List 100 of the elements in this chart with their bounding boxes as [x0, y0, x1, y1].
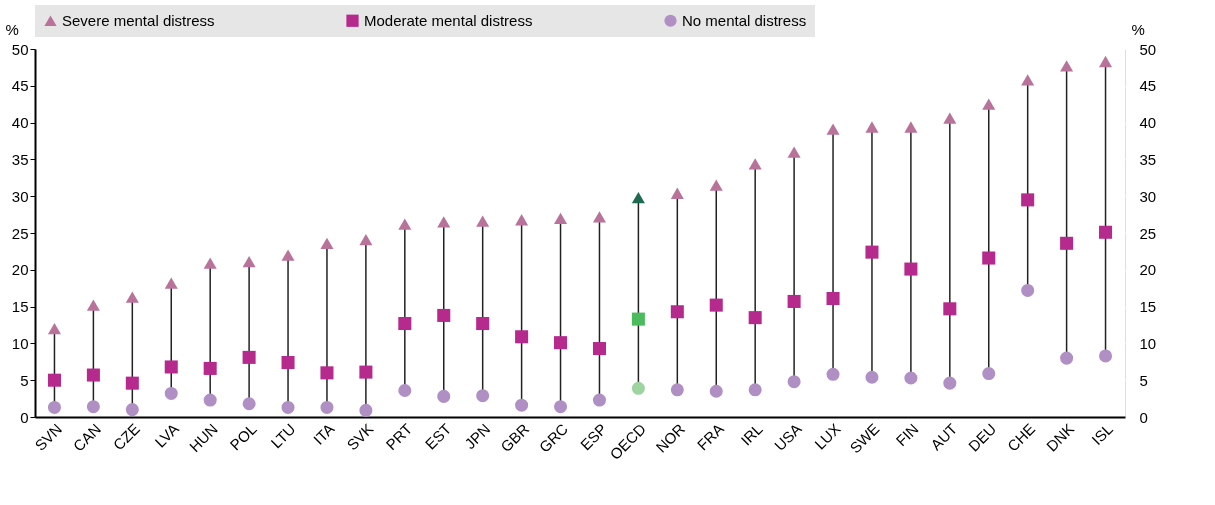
point: [437, 216, 451, 228]
point: [515, 214, 529, 226]
point: [164, 360, 178, 374]
point: [47, 373, 61, 387]
point: [865, 245, 879, 259]
point: [631, 312, 645, 326]
point: [904, 371, 918, 385]
point: [476, 215, 490, 227]
y-tick-label: 40: [11, 114, 29, 132]
y2-tick-label: 0: [1139, 408, 1148, 426]
point: [437, 308, 451, 322]
point: [437, 389, 451, 403]
point: [787, 294, 801, 308]
y2-tick-label: 40: [1139, 114, 1157, 132]
point: [320, 400, 334, 414]
y2-tick-label: 20: [1139, 261, 1157, 279]
x-tick-label: ITA: [309, 420, 338, 448]
y-tick-label: 35: [11, 150, 29, 168]
y2-tick-label: 50: [1139, 40, 1157, 58]
point: [398, 218, 412, 230]
point: [242, 397, 256, 411]
y-tick-label: 50: [11, 40, 29, 58]
x-tick-label: POL: [226, 420, 260, 454]
point: [670, 383, 684, 397]
point: [748, 311, 762, 325]
point: [47, 323, 61, 335]
legend-label: Moderate mental distress: [364, 11, 533, 29]
point: [943, 302, 957, 316]
point: [943, 376, 957, 390]
point: [670, 187, 684, 199]
point: [1099, 55, 1113, 68]
point: [943, 112, 957, 124]
point: [359, 233, 373, 246]
point: [1060, 236, 1074, 250]
x-tick-label: ISL: [1088, 420, 1117, 449]
point: [86, 299, 100, 311]
point: [1060, 351, 1074, 365]
y-tick-label: 0: [20, 408, 29, 426]
y2-tick-label: 45: [1139, 77, 1157, 95]
y-axis-title: %: [5, 20, 19, 38]
legend-label: Severe mental distress: [62, 11, 215, 29]
point: [904, 262, 918, 276]
y-tick-label: 5: [20, 371, 29, 389]
point: [359, 365, 373, 379]
point: [281, 356, 295, 370]
point: [826, 367, 840, 381]
y2-axis-title: %: [1131, 20, 1145, 38]
point: [787, 375, 801, 389]
point: [592, 393, 606, 407]
point: [164, 277, 178, 289]
x-tick-label: USA: [770, 420, 805, 454]
y-tick-label: 25: [11, 224, 29, 242]
x-tick-label: FIN: [892, 420, 922, 450]
point: [554, 212, 568, 224]
point: [203, 257, 217, 269]
point: [982, 251, 996, 265]
point: [359, 403, 373, 417]
point: [476, 389, 490, 403]
point: [670, 305, 684, 319]
point: [631, 192, 645, 204]
point: [242, 350, 256, 364]
x-tick-label: LVA: [151, 420, 182, 451]
y2-tick-label: 35: [1139, 150, 1157, 168]
point: [515, 330, 529, 344]
point: [554, 400, 568, 414]
point: [125, 291, 139, 303]
y-tick-label: 20: [11, 261, 29, 279]
y-tick-label: 10: [11, 334, 29, 352]
point: [320, 366, 334, 380]
point: [904, 121, 918, 133]
point: [982, 367, 996, 381]
point: [748, 383, 762, 397]
point: [826, 123, 840, 135]
point: [709, 298, 723, 312]
point: [125, 376, 139, 390]
point: [86, 400, 100, 414]
point: [1099, 225, 1113, 239]
point: [125, 403, 139, 417]
point: [592, 211, 606, 223]
point: [281, 249, 295, 261]
point: [398, 384, 412, 398]
point: [242, 256, 256, 268]
y-tick-label: 30: [11, 187, 29, 205]
point: [1060, 60, 1074, 72]
point: [748, 158, 762, 170]
point: [982, 98, 996, 110]
point: [164, 386, 178, 400]
point: [1021, 193, 1035, 207]
point: [320, 237, 334, 249]
point: [203, 393, 217, 407]
point: [86, 368, 100, 382]
y2-tick-label: 5: [1139, 371, 1148, 389]
point: [865, 121, 879, 133]
point: [554, 336, 568, 350]
point: [281, 400, 295, 414]
point: [709, 384, 723, 398]
point: [709, 179, 723, 191]
point: [865, 370, 879, 384]
point: [592, 342, 606, 356]
y2-tick-label: 10: [1139, 334, 1157, 352]
